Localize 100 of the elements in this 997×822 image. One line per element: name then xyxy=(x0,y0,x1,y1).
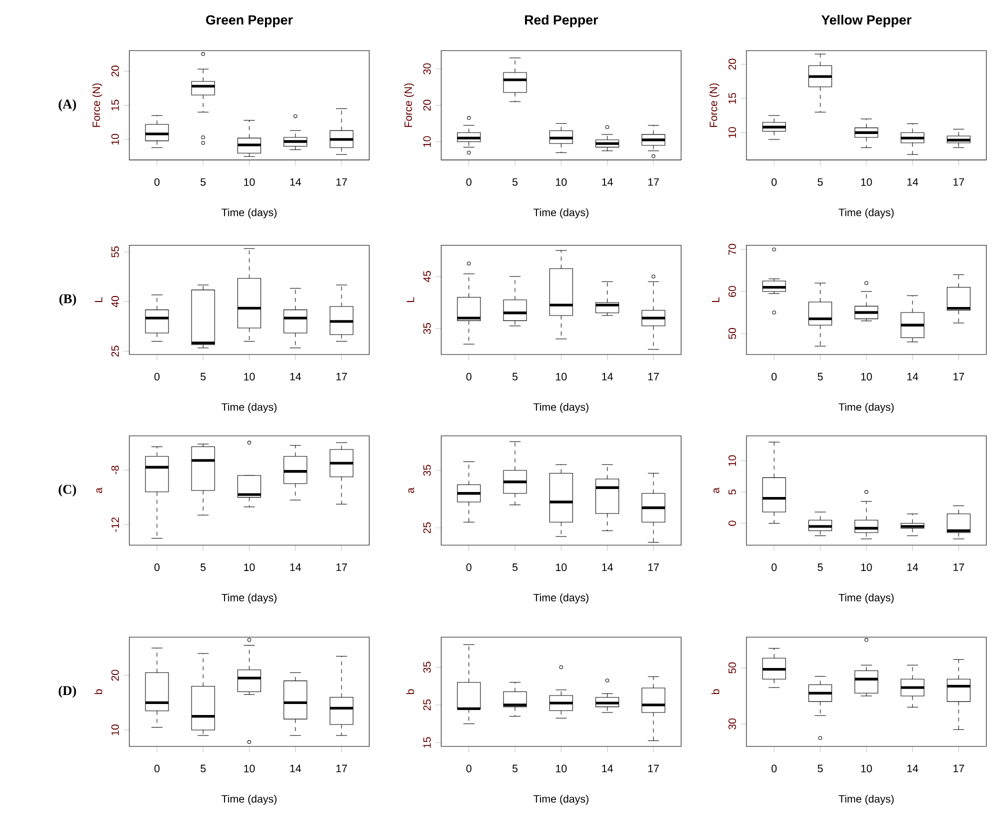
y-axis-title: a xyxy=(713,487,720,493)
x-tick-label: 17 xyxy=(336,178,347,186)
x-tick-label: 14 xyxy=(602,563,613,571)
x-tick-label: 10 xyxy=(861,178,872,186)
x-tick-label: 17 xyxy=(954,372,964,380)
y-tick-label: 20 xyxy=(423,100,431,110)
x-tick-label: 0 xyxy=(466,372,472,380)
x-tick-label: 5 xyxy=(200,764,206,772)
x-tick-label: 14 xyxy=(290,563,302,571)
x-tick-label: 10 xyxy=(861,764,872,772)
y-tick-label: 15 xyxy=(728,92,736,104)
y-axis-title: L xyxy=(406,297,414,302)
y-tick-label: 30 xyxy=(423,63,431,74)
x-tick-label: 10 xyxy=(861,563,872,571)
y-tick-label: 5 xyxy=(728,489,736,494)
x-tick-label: 5 xyxy=(512,372,518,380)
x-tick-label: 14 xyxy=(290,764,302,772)
x-tick-label: 17 xyxy=(336,764,347,772)
x-tick-label: 5 xyxy=(512,764,518,772)
y-tick-label: 25 xyxy=(423,522,431,534)
x-tick-label: 17 xyxy=(648,372,659,380)
x-tick-label: 5 xyxy=(512,178,518,186)
text: (A) xyxy=(58,99,76,112)
y-tick-label: 10 xyxy=(111,724,119,735)
x-tick-label: 14 xyxy=(290,178,302,186)
y-tick-label: 10 xyxy=(728,455,736,466)
x-tick-label: 0 xyxy=(154,372,160,380)
x-tick-label: 17 xyxy=(954,764,964,772)
x-tick-label: 10 xyxy=(556,563,567,571)
x-tick-label: 17 xyxy=(336,563,347,571)
x-axis-title: Time (days) xyxy=(533,794,588,805)
y-tick-label: 10 xyxy=(423,136,431,147)
x-tick-label: 0 xyxy=(772,372,777,380)
y-tick-label: 25 xyxy=(423,699,431,710)
x-tick-label: 14 xyxy=(290,372,302,380)
y-axis-title: b xyxy=(711,689,720,694)
x-tick-label: 14 xyxy=(907,563,918,571)
x-tick-label: 17 xyxy=(954,178,964,186)
y-tick-label: 45 xyxy=(423,270,431,282)
x-tick-label: 10 xyxy=(556,178,567,186)
x-axis-title: Time (days) xyxy=(222,593,277,604)
x-tick-label: 17 xyxy=(336,372,347,380)
y-tick-label: 35 xyxy=(423,322,431,334)
y-axis-title: a xyxy=(408,487,414,493)
x-tick-label: 10 xyxy=(244,372,255,380)
x-tick-label: 10 xyxy=(861,372,872,380)
x-tick-label: 14 xyxy=(907,372,918,380)
x-axis-title: Time (days) xyxy=(838,593,894,604)
x-tick-label: 10 xyxy=(244,178,255,186)
y-axis-title: a xyxy=(96,487,102,493)
y-tick-label: 40 xyxy=(111,296,119,308)
y-tick-label: 60 xyxy=(728,286,736,297)
y-axis-title: b xyxy=(94,689,102,694)
x-tick-label: 17 xyxy=(648,563,659,571)
y-tick-label: 35 xyxy=(423,464,431,476)
chart-title: Green Pepper xyxy=(206,15,293,28)
x-tick-label: 17 xyxy=(954,563,964,571)
text: (D) xyxy=(58,686,76,698)
y-tick-label: -8 xyxy=(111,466,119,474)
x-tick-label: 0 xyxy=(466,563,472,571)
y-tick-label: 15 xyxy=(423,736,431,748)
y-tick-label: 10 xyxy=(111,134,119,144)
x-tick-label: 10 xyxy=(556,764,567,772)
x-tick-label: 0 xyxy=(772,563,777,571)
x-tick-label: 14 xyxy=(907,764,918,772)
x-tick-label: 14 xyxy=(602,178,613,186)
text: (B) xyxy=(59,294,76,306)
y-axis-title: b xyxy=(406,689,414,694)
x-tick-label: 5 xyxy=(200,563,206,571)
x-axis-title: Time (days) xyxy=(222,794,277,805)
x-axis-title: Time (days) xyxy=(533,593,588,604)
y-tick-label: 20 xyxy=(728,58,736,70)
x-tick-label: 5 xyxy=(818,372,823,380)
x-tick-label: 17 xyxy=(648,178,659,186)
x-tick-label: 14 xyxy=(602,372,613,380)
chart-title: Red Pepper xyxy=(525,14,598,28)
x-tick-label: 5 xyxy=(818,764,823,772)
x-axis-title: Time (days) xyxy=(838,794,894,805)
x-tick-label: 10 xyxy=(244,764,255,772)
y-tick-label: 25 xyxy=(111,346,119,356)
x-axis-title: Time (days) xyxy=(838,402,894,413)
y-tick-label: 20 xyxy=(111,65,119,76)
y-tick-label: 55 xyxy=(111,246,119,258)
x-tick-label: 14 xyxy=(602,764,613,772)
x-axis-title: Time (days) xyxy=(533,402,588,413)
y-tick-label: 35 xyxy=(423,662,431,673)
x-tick-label: 5 xyxy=(818,563,823,571)
x-axis-title: Time (days) xyxy=(838,208,894,218)
x-axis-title: Time (days) xyxy=(222,208,277,218)
x-tick-label: 0 xyxy=(466,178,472,186)
y-tick-label: 50 xyxy=(728,662,736,674)
x-tick-label: 5 xyxy=(818,178,823,186)
x-tick-label: 10 xyxy=(244,563,255,571)
y-tick-label: 50 xyxy=(728,328,736,339)
x-tick-label: 10 xyxy=(556,372,567,380)
y-axis-title: Force (N) xyxy=(709,83,720,127)
x-tick-label: 5 xyxy=(200,178,206,186)
x-tick-label: 5 xyxy=(512,563,518,571)
y-tick-label: 70 xyxy=(728,244,736,255)
chart-title: Yellow Pepper xyxy=(821,14,912,28)
